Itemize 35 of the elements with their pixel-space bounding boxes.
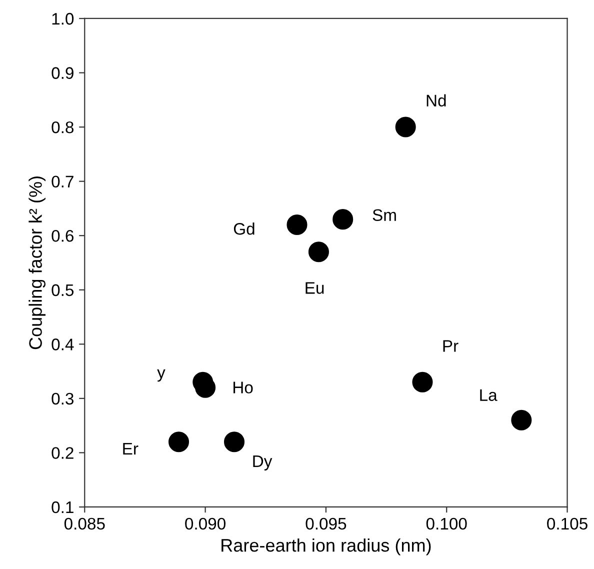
y-tick-label: 0.5 [52, 284, 74, 296]
annotation: Sm [372, 209, 396, 222]
y-tick-label: 1.0 [52, 12, 74, 25]
y-tick-label: 0.2 [52, 447, 74, 459]
annotation: Er [123, 443, 138, 454]
point [332, 209, 354, 230]
annotation: Pr [443, 340, 458, 352]
x-tick-label: 0.085 [64, 518, 105, 530]
y-tick-label: 0.9 [52, 67, 74, 79]
x-tick-label: 0.105 [547, 518, 588, 530]
annotation: y [157, 369, 166, 382]
y-tick-label: 0.3 [52, 392, 74, 405]
y-tick-label: 0.7 [52, 176, 74, 188]
annotation: La [480, 389, 498, 401]
point [224, 432, 245, 452]
y-axis-title: Coupling factor k² (%) [28, 176, 46, 350]
annotation: Nd [426, 94, 446, 107]
point [308, 242, 329, 262]
y-tick-label: 0.4 [52, 338, 74, 350]
point [412, 372, 433, 392]
x-tick-label: 0.100 [426, 518, 467, 530]
x-axis-title: Rare-earth ion radius (nm) [222, 538, 431, 556]
annotation: Eu [306, 282, 324, 294]
point [511, 410, 532, 430]
x-tick-label: 0.095 [306, 518, 346, 530]
y-tick-label: 0.1 [52, 501, 74, 514]
y-tick-label: 0.6 [52, 230, 74, 242]
point [286, 214, 308, 236]
annotation: Dy [253, 456, 272, 470]
y-tick-label: 0.8 [52, 121, 74, 134]
point [395, 116, 416, 138]
point [168, 432, 190, 452]
annotation: Ho [234, 382, 253, 394]
x-tick-label: 0.090 [185, 518, 226, 530]
annotation: Gd [234, 222, 254, 235]
